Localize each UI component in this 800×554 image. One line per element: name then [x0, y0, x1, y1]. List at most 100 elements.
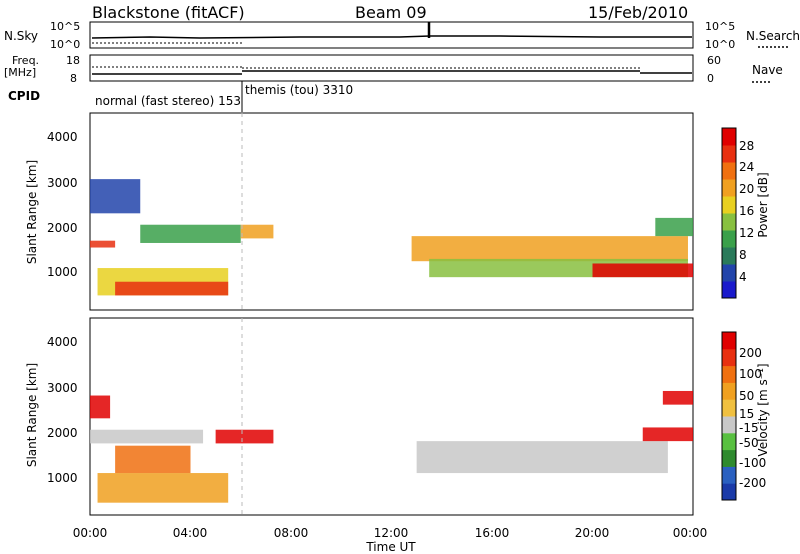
power-cbar-tick: 20 — [739, 182, 754, 196]
power-cbar-tick: 16 — [739, 204, 754, 218]
beam-title: Beam 09 — [355, 3, 427, 22]
echo-region — [90, 395, 111, 419]
nsky-label: N.Sky — [4, 29, 38, 43]
velocity-heatmap — [90, 390, 693, 503]
velocity-cbar-tick: 100 — [739, 367, 762, 381]
freq-tick-bottom: 8 — [70, 72, 77, 85]
echo-region — [655, 217, 693, 237]
power-cbar-tick: 8 — [739, 248, 747, 262]
power-colorbar-label: Power [dB] — [756, 172, 770, 237]
echo-region — [90, 429, 204, 444]
velocity-yticks: 4000 3000 2000 1000 — [47, 335, 78, 485]
colorbar-segment — [722, 230, 736, 248]
echo-region — [411, 236, 688, 262]
colorbar-segment — [722, 432, 736, 451]
power-ytick: 1000 — [47, 265, 78, 279]
echo-region — [97, 473, 229, 503]
velocity-ylabel: Slant Range [km] — [25, 363, 39, 467]
colorbar-segment — [722, 264, 736, 282]
power-ytick: 3000 — [47, 176, 78, 190]
x-tick: 00:00 — [673, 526, 708, 540]
nsky-tick-top: 10^5 — [50, 20, 80, 33]
nsearch-tick-top: 10^5 — [705, 20, 735, 33]
freq-tick-top: 18 — [66, 54, 80, 67]
echo-region — [215, 429, 274, 444]
nsky-panel — [89, 21, 694, 49]
station-title: Blackstone (fitACF) — [92, 3, 245, 22]
freq-unit: [MHz] — [4, 66, 36, 79]
freq-label: Freq. — [12, 54, 39, 67]
colorbar-segment — [722, 483, 736, 501]
x-tick: 20:00 — [575, 526, 610, 540]
colorbar-segment — [722, 281, 736, 299]
colorbar-segment — [722, 449, 736, 467]
echo-region — [240, 224, 274, 239]
velocity-cbar-tick: -15 — [739, 421, 759, 435]
velocity-colorbar-label: Velocity [m s⁻¹] — [756, 363, 770, 456]
echo-region — [90, 179, 141, 214]
echo-region — [90, 240, 116, 248]
colorbar-segment — [722, 179, 736, 197]
power-ytick: 2000 — [47, 221, 78, 235]
colorbar-segment — [722, 399, 736, 417]
velocity-cbar-tick: 200 — [739, 346, 762, 360]
x-tick: 12:00 — [374, 526, 409, 540]
colorbar-segment — [722, 466, 736, 484]
echo-region — [115, 281, 229, 296]
colorbar-segment — [722, 213, 736, 231]
x-tick: 08:00 — [274, 526, 309, 540]
power-colorbar — [721, 127, 737, 299]
nsky-tick-bottom: 10^0 — [50, 38, 80, 51]
nave-tick-top: 60 — [707, 54, 721, 67]
colorbar-segment — [722, 128, 736, 146]
nave-tick-bottom: 0 — [707, 72, 714, 85]
power-cbar-tick: 12 — [739, 226, 754, 240]
colorbar-segment — [722, 162, 736, 180]
echo-region — [592, 263, 693, 278]
power-heatmap — [90, 179, 693, 296]
power-cbar-tick: 28 — [739, 139, 754, 153]
colorbar-segment — [722, 196, 736, 214]
power-yticks: 4000 3000 2000 1000 — [47, 130, 78, 279]
velocity-colorbar — [721, 331, 737, 501]
nave-label: Nave — [752, 63, 783, 77]
power-cbar-tick: 24 — [739, 160, 754, 174]
nsky-trace — [91, 35, 692, 39]
x-axis-label: Time UT — [365, 540, 416, 554]
colorbar-segment — [722, 332, 736, 350]
velocity-ytick: 4000 — [47, 335, 78, 349]
colorbar-segment — [722, 382, 736, 400]
power-ytick: 4000 — [47, 130, 78, 144]
date-title: 15/Feb/2010 — [588, 3, 688, 22]
colorbar-frame — [721, 331, 737, 501]
colorbar-frame — [721, 127, 737, 299]
velocity-colorbar-ticks: 200 100 50 15 -15 -50 -100 -200 — [739, 346, 766, 490]
power-ylabel: Slant Range [km] — [25, 160, 39, 264]
power-colorbar-ticks: 28 24 20 16 12 8 4 — [739, 139, 754, 284]
freq-panel — [89, 54, 694, 82]
velocity-cbar-tick: -100 — [739, 456, 766, 470]
echo-region — [662, 390, 693, 405]
echo-region — [642, 427, 693, 442]
power-cbar-tick: 4 — [739, 270, 747, 284]
x-tick: 16:00 — [475, 526, 510, 540]
x-tick: 04:00 — [173, 526, 208, 540]
velocity-ytick: 2000 — [47, 426, 78, 440]
cpid-label: CPID — [8, 89, 40, 103]
echo-region — [140, 224, 241, 243]
cpid-mode-1: normal (fast stereo) 153 — [95, 94, 241, 108]
echo-region — [416, 441, 668, 474]
velocity-cbar-tick: -50 — [739, 436, 759, 450]
cpid-mode-2: themis (tou) 3310 — [245, 83, 353, 97]
velocity-cbar-tick: 50 — [739, 389, 754, 403]
echo-region — [115, 445, 191, 474]
nsearch-label: N.Search — [746, 29, 800, 43]
colorbar-segment — [722, 145, 736, 163]
x-axis-ticks: 00:00 04:00 08:00 12:00 16:00 20:00 00:0… — [73, 526, 708, 540]
colorbar-segment — [722, 247, 736, 265]
velocity-ytick: 3000 — [47, 381, 78, 395]
colorbar-segment — [722, 365, 736, 383]
colorbar-segment — [722, 348, 736, 367]
x-tick: 00:00 — [73, 526, 108, 540]
